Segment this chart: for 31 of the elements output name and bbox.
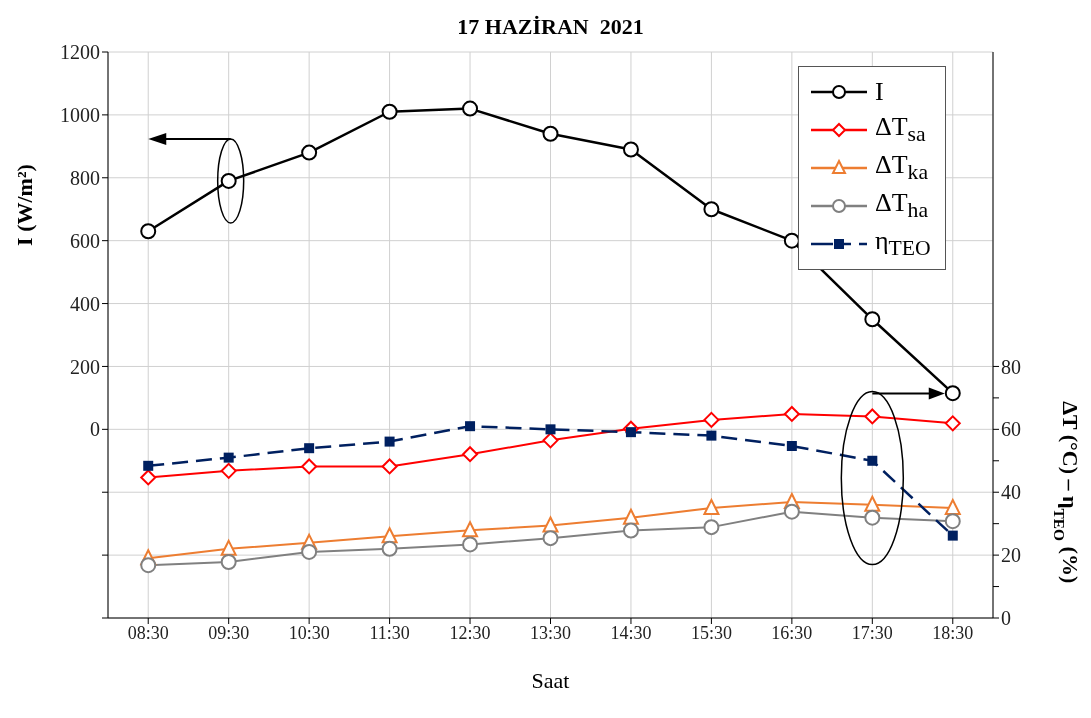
chart-title: 17 HAZİRAN 2021 (456, 14, 645, 40)
legend-label: ΔT$_{sa}$ (875, 112, 926, 148)
y-tick-label: 0 (90, 418, 100, 441)
y-tick-label: 1200 (60, 41, 100, 64)
x-tick-label: 13:30 (529, 622, 572, 643)
x-tick-label: 10:30 (288, 622, 330, 643)
y2-tick-label: 20 (1001, 544, 1021, 567)
legend-label: ΔT$_{ka}$ (875, 150, 929, 186)
y-tick-label: 200 (70, 355, 100, 378)
x-tick-label: 18:30 (932, 622, 974, 643)
legend-label: I (875, 77, 884, 107)
x-tick-label: 17:30 (851, 622, 893, 643)
y-tick-label: 400 (70, 292, 100, 315)
y2-tick-label: 80 (1001, 355, 1021, 378)
y2-tick-label: 60 (1001, 418, 1021, 441)
legend-label: η$_{TEO}$ (875, 226, 931, 262)
x-axis-title: Saat (531, 668, 570, 693)
y-axis-title: I (W/m²) (12, 164, 37, 246)
y2-tick-label: 0 (1001, 607, 1011, 630)
y2-tick-label: 40 (1001, 481, 1021, 504)
x-tick-label: 14:30 (610, 622, 652, 643)
x-tick-label: 12:30 (449, 622, 491, 643)
x-tick-label: 09:30 (208, 622, 250, 643)
x-tick-label: 08:30 (127, 622, 169, 643)
x-tick-label: 16:30 (771, 622, 813, 643)
y-tick-label: 800 (70, 166, 100, 189)
y-tick-label: 600 (70, 229, 100, 252)
x-tick-label: 11:30 (369, 622, 410, 643)
x-tick-label: 15:30 (690, 622, 732, 643)
y-tick-label: 1000 (60, 103, 100, 126)
legend-label: ΔT$_{ha}$ (875, 188, 929, 224)
